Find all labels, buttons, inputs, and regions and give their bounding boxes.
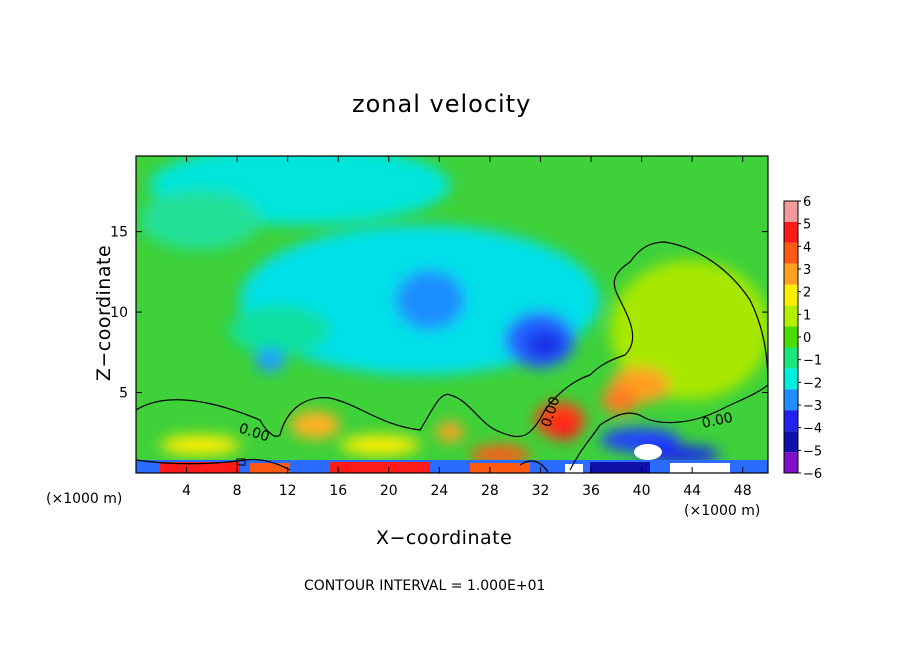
colorbar-tick-label: −3	[803, 399, 822, 414]
colorbar-swatch	[784, 242, 798, 264]
colorbar-tick-label: 3	[803, 263, 811, 278]
contour-label: 0.00	[701, 410, 735, 432]
contour-interval-note: CONTOUR INTERVAL = 1.000E+01	[304, 578, 546, 594]
x-tick-label: 4	[182, 483, 191, 499]
chart-title: zonal velocity	[352, 90, 532, 118]
colorbar-swatch	[784, 263, 798, 285]
y-tick-label: 5	[119, 386, 128, 402]
x-unit-label-left: (×1000 m)	[46, 491, 123, 507]
colorbar-swatch	[784, 389, 798, 411]
x-tick-label: 12	[279, 483, 297, 499]
y-tick-label: 10	[110, 305, 128, 321]
colorbar-swatch	[784, 201, 798, 222]
colorbar-swatch	[784, 305, 798, 327]
x-tick-label: 44	[683, 483, 701, 499]
x-tick-label: 16	[329, 483, 347, 499]
colorbar-tick-label: −6	[803, 467, 822, 482]
x-tick-label: 8	[233, 483, 242, 499]
velocity-field	[136, 156, 768, 473]
x-tick-label: 48	[734, 483, 752, 499]
colorbar: 6 5 4 3 2 1 0 −1 −2 −3 −4 −5 −6	[783, 195, 822, 482]
colorbar-swatch	[784, 326, 798, 348]
x-tick-label: 40	[633, 483, 651, 499]
colorbar-swatch	[784, 452, 798, 473]
y-axis-label: Z−coordinate	[93, 244, 116, 382]
colorbar-tick-label: 1	[803, 308, 811, 323]
colorbar-tick-label: 2	[803, 286, 811, 301]
colorbar-swatch	[784, 431, 798, 453]
y-tick-label: 15	[110, 225, 128, 241]
y-axis: 5 10 15	[110, 225, 768, 402]
colorbar-tick-label: 5	[803, 218, 811, 233]
x-unit-label-right: (×1000 m)	[684, 503, 761, 519]
colorbar-tick-label: −1	[803, 354, 822, 369]
colorbar-swatch	[784, 221, 798, 243]
x-tick-label: 24	[430, 483, 448, 499]
colorbar-swatch	[784, 347, 798, 369]
x-axis: 4 8 12 16 20 24 28 32 36 40 44 48	[182, 156, 752, 499]
colorbar-tick-label: −2	[803, 376, 822, 391]
colorbar-tick-label: 0	[803, 331, 811, 346]
colorbar-swatch	[784, 410, 798, 432]
colorbar-swatch	[784, 368, 798, 390]
x-axis-label: X−coordinate	[376, 527, 513, 549]
colorbar-tick-label: 6	[803, 195, 811, 210]
x-tick-label: 36	[582, 483, 600, 499]
colorbar-tick-label: −5	[803, 444, 822, 459]
colorbar-tick-label: −4	[803, 422, 822, 437]
plot-frame	[135, 155, 769, 474]
x-tick-label: 20	[380, 483, 398, 499]
x-tick-label: 28	[481, 483, 499, 499]
colorbar-swatch	[784, 284, 798, 306]
colorbar-tick-label: 4	[803, 240, 811, 255]
x-tick-label: 32	[532, 483, 550, 499]
